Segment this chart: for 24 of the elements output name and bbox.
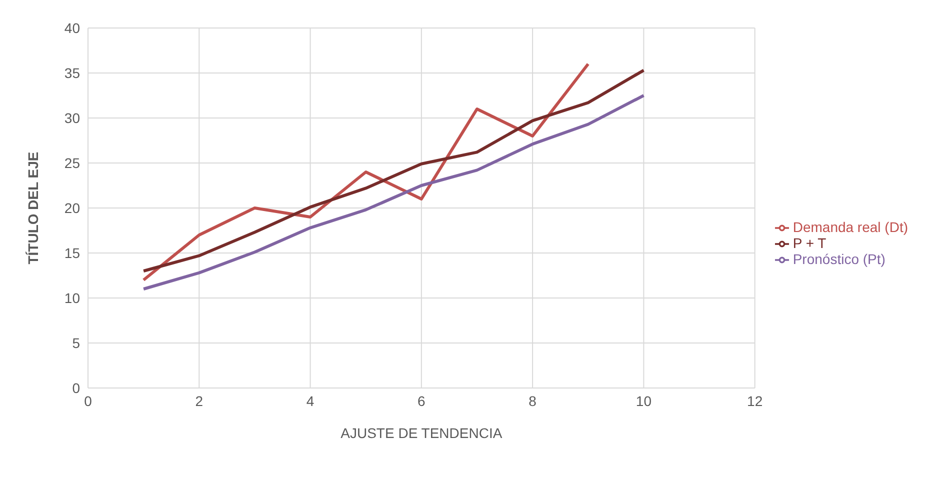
x-axis-title: AJUSTE DE TENDENCIA xyxy=(340,425,503,441)
y-tick-label: 0 xyxy=(72,380,80,396)
line-series xyxy=(142,94,646,290)
y-tick-label: 10 xyxy=(64,290,80,306)
y-tick-label: 25 xyxy=(64,154,80,171)
y-tick-label: 15 xyxy=(64,244,80,261)
y-tick-label: 30 xyxy=(64,110,80,126)
x-tick-label: 8 xyxy=(528,392,537,409)
x-tick-label: 2 xyxy=(195,392,204,409)
y-tick-label: 5 xyxy=(72,334,80,351)
x-tick-label: 6 xyxy=(418,392,426,409)
legend-label: Pronóstico (Pt) xyxy=(792,251,886,268)
legend-label: P + T xyxy=(792,234,826,251)
line-series xyxy=(142,68,646,272)
x-tick-label: 10 xyxy=(636,392,652,409)
x-tick-label: 0 xyxy=(84,392,92,409)
y-axis-title: TÍTULO DEL EJE xyxy=(24,152,41,264)
y-tick-label: 40 xyxy=(64,20,80,36)
line-series xyxy=(142,62,590,282)
legend-label: Demanda real (Dt) xyxy=(792,218,908,235)
y-tick-label: 20 xyxy=(64,200,80,216)
x-tick-label: 4 xyxy=(306,392,314,409)
y-tick-label: 35 xyxy=(64,64,80,81)
x-tick-label: 12 xyxy=(747,392,763,409)
